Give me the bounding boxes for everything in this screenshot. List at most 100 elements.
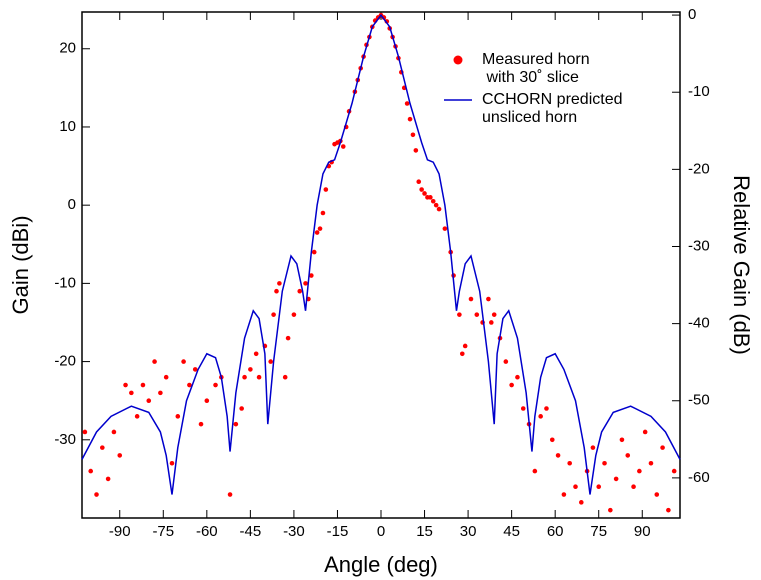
y-tick-label: 0 [68,196,76,213]
y-tick-label: -20 [54,353,76,370]
y-tick-label: 20 [59,40,76,57]
y2-tick-label: -50 [688,392,710,409]
data-point [462,343,468,349]
x-tick-label: -30 [283,523,305,540]
data-point [163,374,169,380]
data-point [509,382,514,388]
data-point [134,414,140,419]
data-point [100,445,105,450]
data-point [256,374,262,380]
data-point [602,460,607,466]
data-point [404,101,410,106]
data-point [340,144,346,149]
data-point [613,476,619,482]
data-point [323,187,329,192]
data-point [648,460,654,466]
x-tick-label: -60 [196,523,218,540]
plot-frame [81,11,681,519]
data-point [117,453,123,458]
data-point [317,226,323,231]
data-point [253,351,259,357]
data-point [544,406,549,411]
data-point [175,414,181,419]
data-point [123,382,128,388]
data-point [459,351,465,357]
x-tick-label: 45 [503,523,520,540]
data-point [419,187,424,192]
x-tick-label: 30 [460,523,477,540]
line-series [81,13,681,495]
data-point [248,367,253,372]
data-point [146,398,152,403]
data-point [660,445,665,450]
x-tick-label: -75 [152,523,174,540]
data-point [532,468,538,474]
data-point [430,198,436,204]
data-point [129,390,134,396]
y-tick-label: -10 [54,274,76,291]
data-point [625,453,631,458]
data-point [436,206,442,212]
data-point [242,374,247,380]
x-tick-label: -15 [327,523,349,540]
data-point [158,390,163,396]
data-point [282,374,288,380]
x-tick-label: -90 [109,523,131,540]
data-point [314,230,320,235]
x-tick-label: -45 [240,523,262,540]
data-point [549,437,555,443]
data-point [309,273,314,278]
data-point [204,398,210,403]
data-point [192,367,198,372]
data-point [410,132,416,138]
data-point [442,226,448,231]
data-point [474,312,480,317]
data-point [227,492,233,497]
x-tick-label: 75 [590,523,607,540]
data-point [555,453,561,458]
x-axis-label: Angle (deg) [324,552,438,577]
data-point [671,468,677,474]
data-point [666,507,671,513]
data-point [297,288,303,294]
data-point [268,359,273,364]
data-point [187,382,192,388]
x-tick-label: 15 [416,523,433,540]
y2-axis-label: Relative Gain (dB) [729,175,754,355]
data-point [573,484,578,490]
data-point [303,281,308,286]
data-point [88,468,94,474]
y2-tick-label: -40 [688,315,710,332]
data-point [619,437,625,443]
y-tick-label: -30 [54,431,76,448]
data-point [274,288,279,294]
data-point [596,484,602,490]
data-point [520,406,526,411]
data-point [515,374,520,380]
data-point [213,382,218,388]
data-point [590,445,596,450]
legend-label: CCHORN predicted unsliced horn [482,91,622,126]
y2-tick-label: 0 [688,6,696,23]
data-point [311,249,317,255]
y-tick-label: 10 [59,118,76,135]
data-point [271,312,276,317]
data-point [608,507,613,513]
data-point [413,148,419,153]
y2-tick-label: -10 [688,83,710,100]
x-tick-label: 90 [634,523,651,540]
data-point [642,429,648,435]
data-point [457,312,462,317]
data-point [433,202,439,208]
x-tick-label: 60 [547,523,564,540]
y2-tick-label: -20 [688,160,710,177]
data-point [105,476,111,482]
data-point [654,492,660,497]
data-point [631,484,636,490]
data-point [277,281,282,286]
legend-label: Measured horn with 30˚ slice [482,51,590,86]
data-point [503,359,509,364]
data-point [491,312,497,317]
data-point [82,429,88,435]
